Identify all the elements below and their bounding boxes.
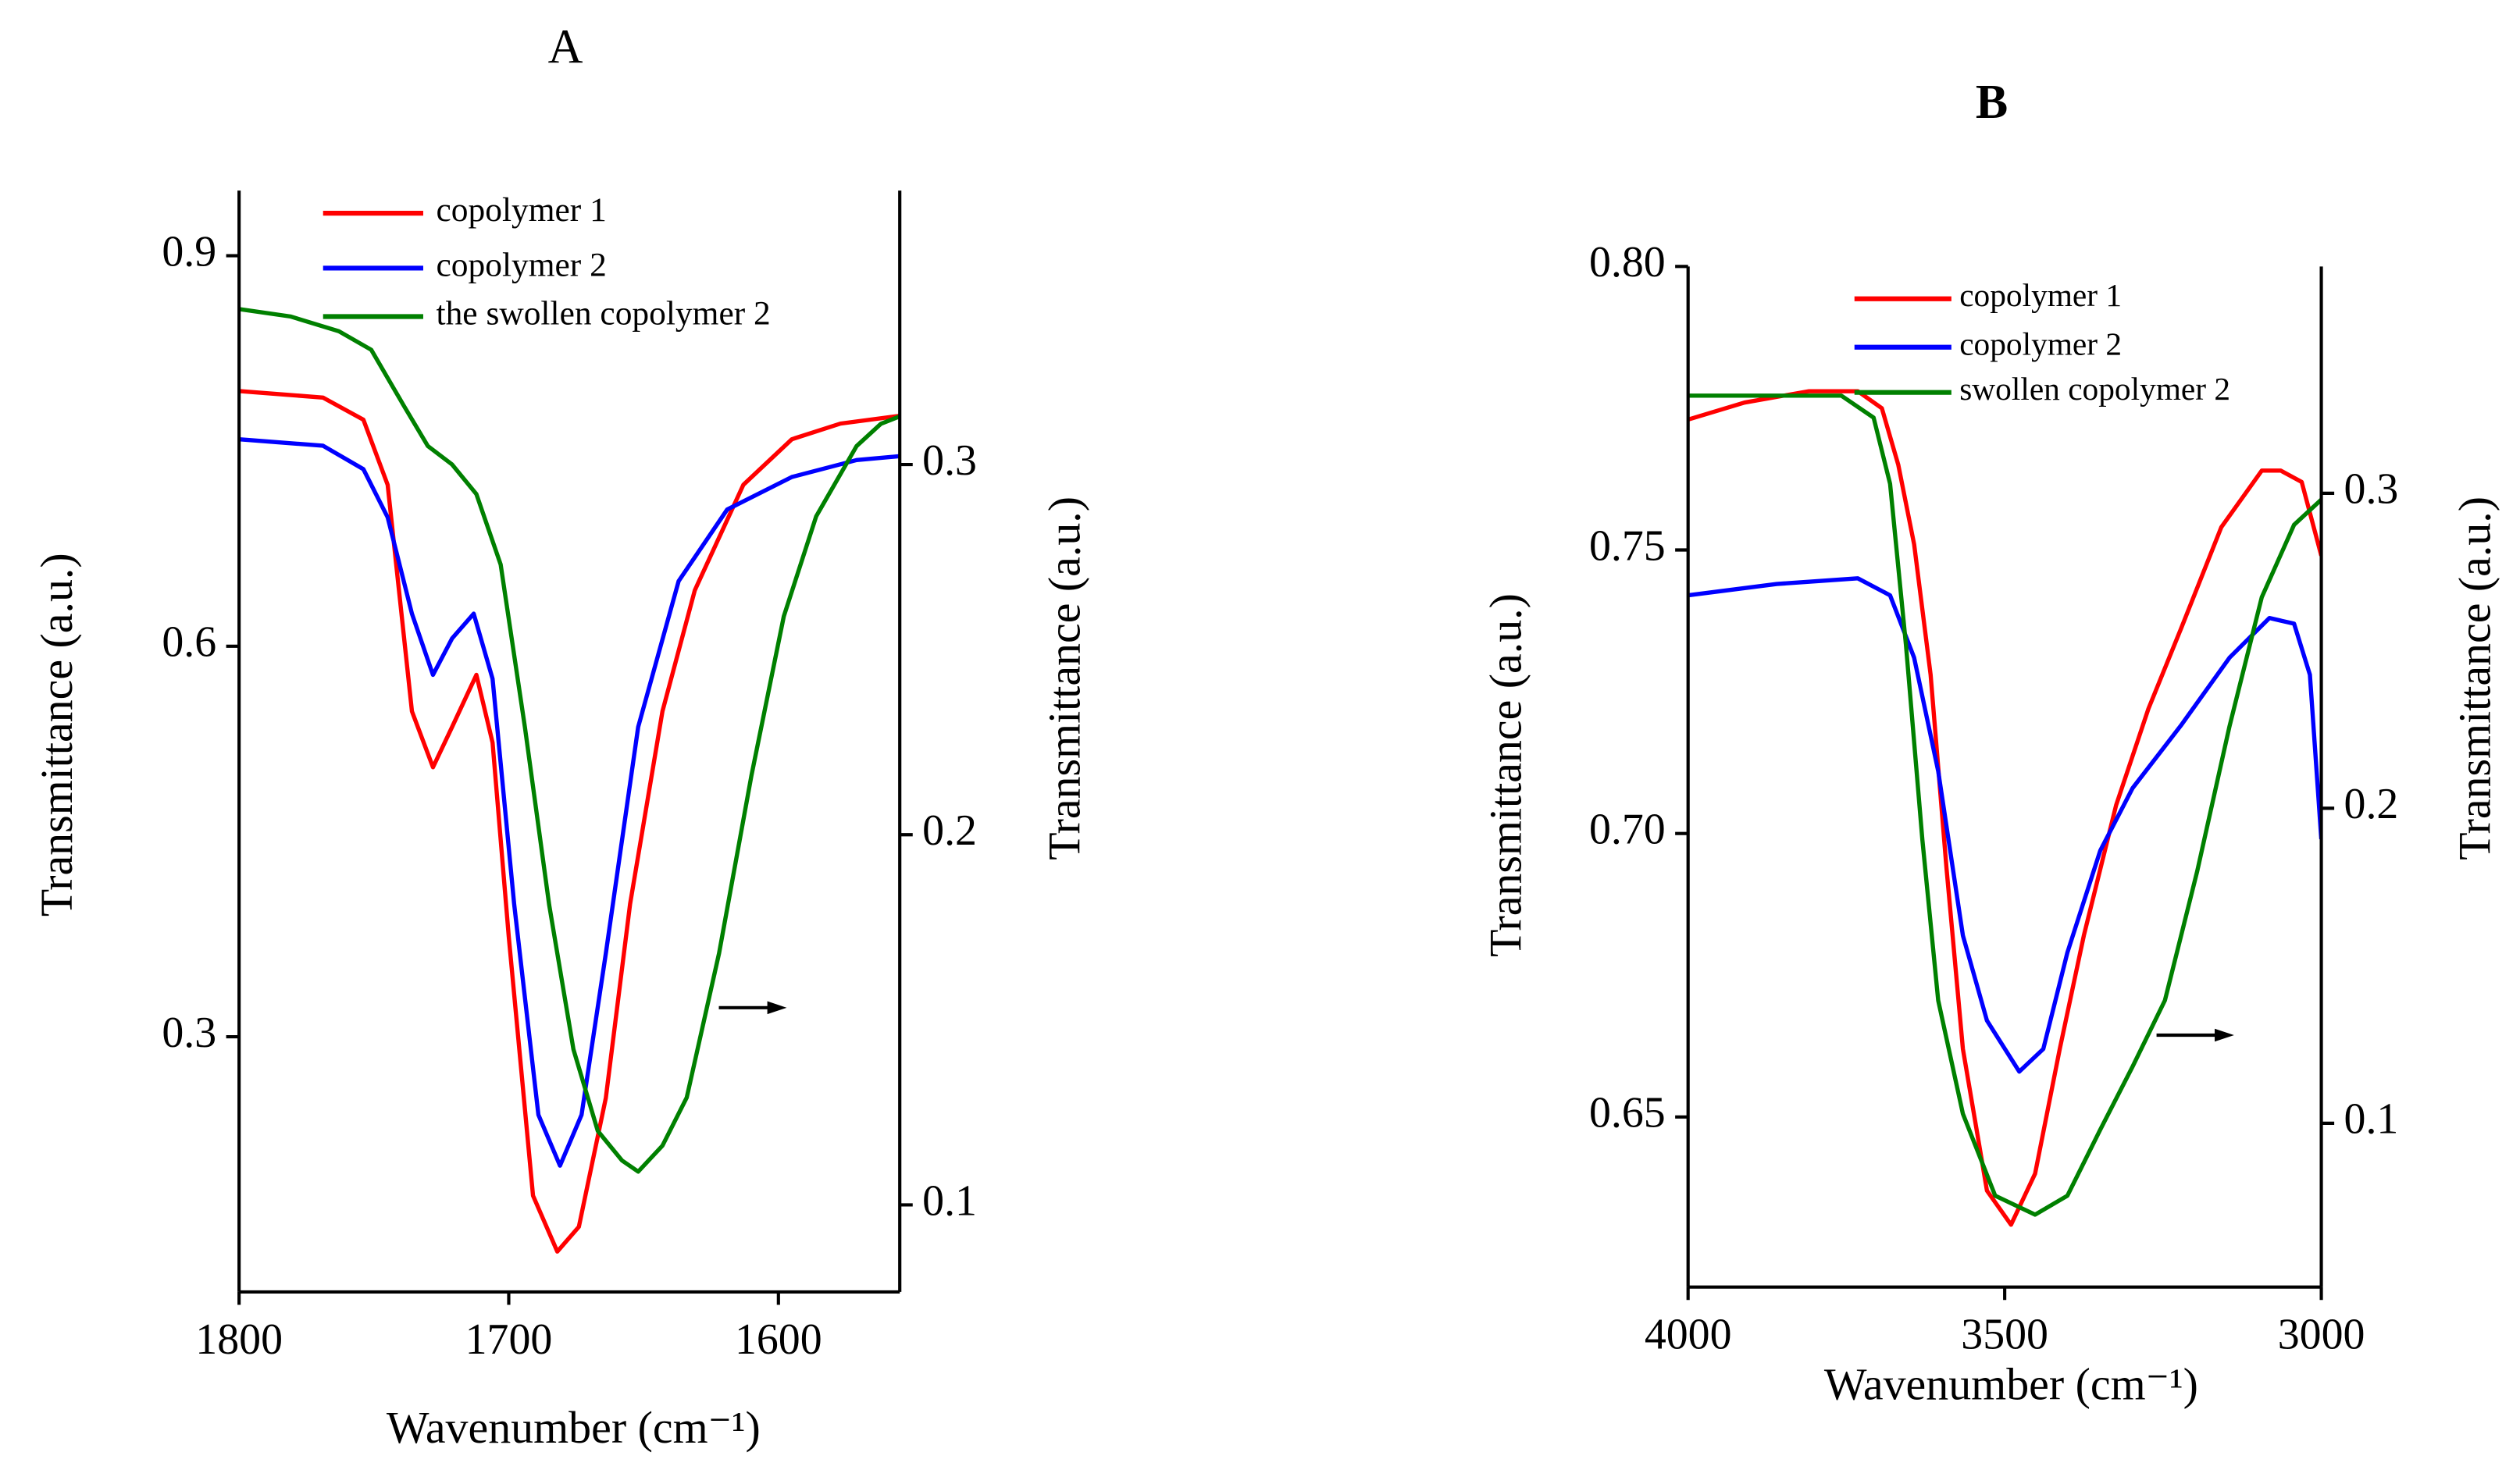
x-tick-label: 1600 <box>735 1315 822 1364</box>
legend-label: copolymer 1 <box>1959 277 2122 313</box>
y-tick-label: 0.65 <box>1589 1089 1666 1137</box>
y2-tick-label: 0.1 <box>2344 1095 2399 1144</box>
x-tick-label: 1800 <box>195 1315 283 1364</box>
y-tick-label: 0.3 <box>162 1009 216 1057</box>
y2-tick-label: 0.2 <box>2344 780 2399 828</box>
legend-label: copolymer 2 <box>1959 326 2122 361</box>
series-line <box>1688 393 2322 1217</box>
x-tick-label: 4000 <box>1645 1311 1732 1359</box>
y2-tick-label: 0.3 <box>922 436 977 485</box>
legend-label: copolymer 2 <box>437 246 607 283</box>
series-line <box>1688 389 2322 1227</box>
y-axis-label: Transmittance (a.u.) <box>31 553 82 916</box>
y2-axis-label: Transmittance (a.u.) <box>2450 496 2500 860</box>
series-line <box>239 307 900 1174</box>
legend-label: copolymer 1 <box>437 191 607 229</box>
chart-title: B <box>1976 76 2008 129</box>
y-tick-label: 0.80 <box>1589 238 1666 287</box>
axis-arrow-head <box>767 1001 787 1015</box>
x-tick-label: 3000 <box>2278 1311 2365 1359</box>
y2-tick-label: 0.2 <box>922 806 977 855</box>
chart-panel: copolymer 1 copolymer 2 the swollen copoly… <box>31 20 1090 1453</box>
y-tick-label: 0.9 <box>162 227 216 276</box>
x-tick-label: 1700 <box>465 1315 553 1364</box>
series-line <box>1688 576 2322 1074</box>
legend-label: the swollen copolymer 2 <box>437 294 771 332</box>
axis-arrow-head <box>2215 1028 2234 1042</box>
x-axis-label: Wavenumber (cm⁻¹) <box>1824 1358 2198 1409</box>
y-tick-label: 0.70 <box>1589 805 1666 853</box>
y-tick-label: 0.75 <box>1589 521 1666 570</box>
y2-tick-label: 0.1 <box>922 1176 977 1225</box>
y2-tick-label: 0.3 <box>2344 465 2399 514</box>
chart-panel: copolymer 1 copolymer 2 swollen copolymer … <box>1480 76 2500 1410</box>
y-axis-label: Transmittance (a.u.) <box>1480 593 1531 957</box>
series-line <box>239 436 900 1168</box>
x-axis-label: Wavenumber (cm⁻¹) <box>387 1402 761 1453</box>
legend-label: swollen copolymer 2 <box>1959 371 2230 407</box>
chart-title: A <box>548 20 583 73</box>
series-line <box>239 389 900 1254</box>
x-tick-label: 3500 <box>1961 1311 2048 1359</box>
y-tick-label: 0.6 <box>162 618 216 667</box>
y2-axis-label: Transmittance (a.u.) <box>1039 496 1090 860</box>
